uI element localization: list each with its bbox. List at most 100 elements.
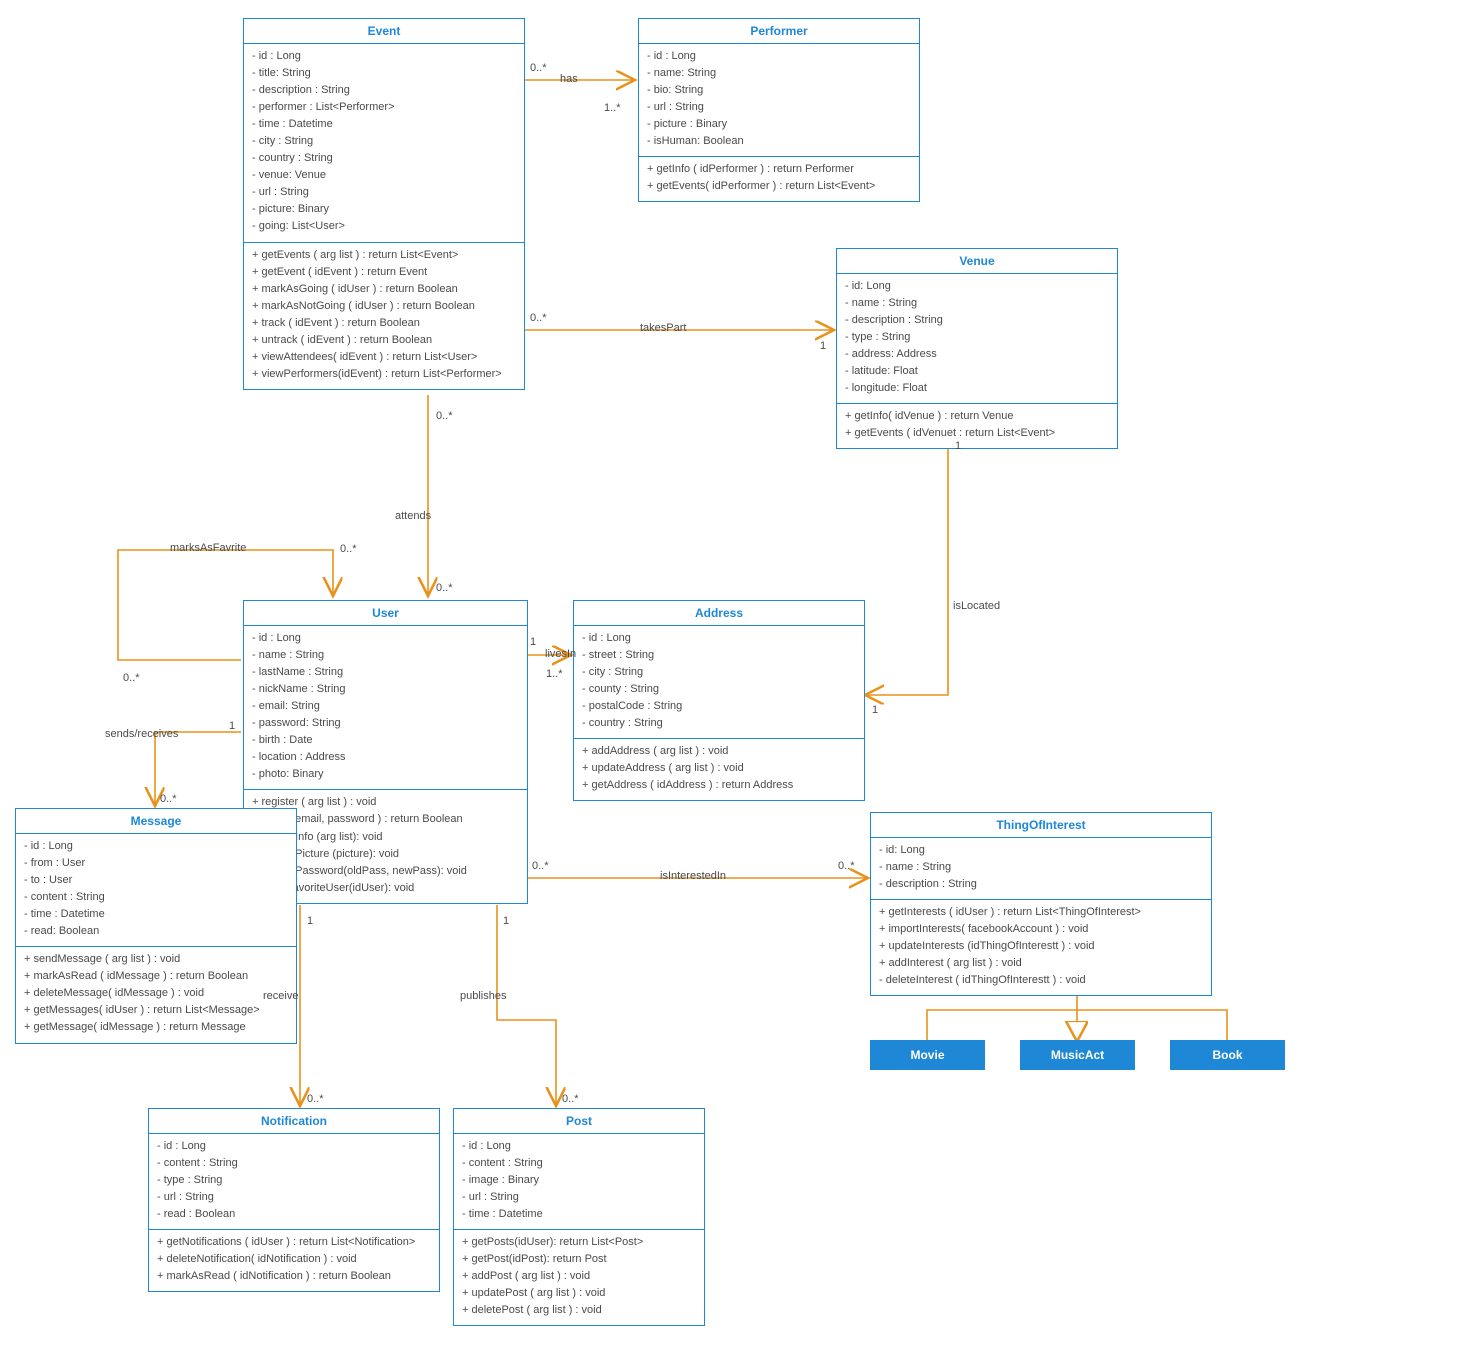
class-Address: Address- id : Long- street : String- cit… [573, 600, 865, 801]
op-row: + untrack ( idEvent ) : return Boolean [252, 332, 516, 349]
class-title: ThingOfInterest [871, 813, 1211, 838]
op-row: + getEvents( idPerformer ) : return List… [647, 178, 911, 195]
attr-row: - content : String [24, 889, 288, 906]
class-Performer: Performer- id : Long- name: String- bio:… [638, 18, 920, 202]
attr-row: - content : String [157, 1155, 431, 1172]
class-Notification: Notification - id : Long- content : Strin… [148, 1108, 440, 1292]
class-title: Message [16, 809, 296, 834]
attrs-section: - id : Long- name: String- bio: String- … [639, 44, 919, 157]
multiplicity: 1 [503, 915, 509, 927]
op-row: + markAsRead ( idMessage ) : return Bool… [24, 968, 288, 985]
attr-row: - performer : List<Performer> [252, 99, 516, 116]
multiplicity: 0..* [436, 410, 453, 422]
edge-label: attends [395, 510, 431, 522]
op-row: + sendMessage ( arg list ) : void [24, 951, 288, 968]
attr-row: - password: String [252, 715, 519, 732]
ops-section: + getEvents ( arg list ) : return List<E… [244, 243, 524, 389]
attr-row: - read: Boolean [24, 923, 288, 940]
attr-row: - birth : Date [252, 732, 519, 749]
attr-row: - city : String [252, 133, 516, 150]
op-row: + getEvents ( arg list ) : return List<E… [252, 247, 516, 264]
class-title: Event [244, 19, 524, 44]
attr-row: - email: String [252, 698, 519, 715]
class-title: Notification [149, 1109, 439, 1134]
ops-section: + getInterests ( idUser ) : return List<… [871, 900, 1211, 995]
multiplicity: 1 [229, 720, 235, 732]
attrs-section: - id : Long- name : String- lastName : S… [244, 626, 527, 790]
attr-row: - from : User [24, 855, 288, 872]
op-row: + markAsNotGoing ( idUser ) : return Boo… [252, 298, 516, 315]
op-row: + getMessages( idUser ) : return List<Me… [24, 1002, 288, 1019]
attr-row: - photo: Binary [252, 766, 519, 783]
op-row: + getInterests ( idUser ) : return List<… [879, 904, 1203, 921]
op-row: + getNotifications ( idUser ) : return L… [157, 1234, 431, 1251]
ops-section: + sendMessage ( arg list ) : void+ markA… [16, 947, 296, 1042]
op-row: + viewPerformers(idEvent) : return List<… [252, 366, 516, 383]
attrs-section: - id: Long- name : String- description :… [871, 838, 1211, 900]
attr-row: - postalCode : String [582, 698, 856, 715]
attr-row: - id: Long [845, 278, 1109, 295]
op-row: + getEvent ( idEvent ) : return Event [252, 264, 516, 281]
class-title: Performer [639, 19, 919, 44]
attr-row: - type : String [157, 1172, 431, 1189]
attrs-section: - id : Long- from : User- to : User- con… [16, 834, 296, 947]
op-row: + addInterest ( arg list ) : void [879, 955, 1203, 972]
attr-row: - type : String [845, 329, 1109, 346]
uml-canvas: { "colors":{"stroke":"#1e88d6","arrow":"… [0, 0, 1482, 1360]
multiplicity: 1 [955, 440, 961, 452]
class-title: User [244, 601, 527, 626]
op-row: - deleteInterest ( idThingOfInterestt ) … [879, 972, 1203, 989]
multiplicity: 1..* [604, 102, 621, 114]
edge-label: isInterestedIn [660, 870, 726, 882]
edge-label: receive [263, 990, 298, 1002]
op-row: + deleteMessage( idMessage ) : void [24, 985, 288, 1002]
multiplicity: 0..* [340, 543, 357, 555]
op-row: + updateAddress ( arg list ) : void [582, 760, 856, 777]
attr-row: - name : String [845, 295, 1109, 312]
attrs-section: - id : Long- content : String- image : B… [454, 1134, 704, 1230]
subclass-Movie: Movie [870, 1040, 985, 1070]
attr-row: - description : String [845, 312, 1109, 329]
edge-inherit [927, 992, 1227, 1040]
attr-row: - time : Datetime [24, 906, 288, 923]
attr-row: - country : String [252, 150, 516, 167]
attr-row: - location : Address [252, 749, 519, 766]
attr-row: - image : Binary [462, 1172, 696, 1189]
attr-row: - isHuman: Boolean [647, 133, 911, 150]
class-title: Post [454, 1109, 704, 1134]
attr-row: - lastName : String [252, 664, 519, 681]
subclass-Book: Book [1170, 1040, 1285, 1070]
attr-row: - time : Datetime [252, 116, 516, 133]
edge-label: isLocated [953, 600, 1000, 612]
attr-row: - city : String [582, 664, 856, 681]
op-row: + getInfo( idVenue ) : return Venue [845, 408, 1109, 425]
edge-label: has [560, 73, 578, 85]
multiplicity: 1 [872, 704, 878, 716]
attr-row: - venue: Venue [252, 167, 516, 184]
attrs-section: - id : Long- title: String- description … [244, 44, 524, 243]
op-row: + updateInterests (idThingOfInterestt ) … [879, 938, 1203, 955]
multiplicity: 0..* [123, 672, 140, 684]
attr-row: - title: String [252, 65, 516, 82]
attr-row: - picture: Binary [252, 201, 516, 218]
multiplicity: 0..* [562, 1093, 579, 1105]
attrs-section: - id : Long- street : String- city : Str… [574, 626, 864, 739]
op-row: + addPost ( arg list ) : void [462, 1268, 696, 1285]
multiplicity: 0..* [530, 62, 547, 74]
op-row: + updatePost ( arg list ) : void [462, 1285, 696, 1302]
attr-row: - to : User [24, 872, 288, 889]
class-Venue: Venue- id: Long- name : String- descript… [836, 248, 1118, 449]
attr-row: - bio: String [647, 82, 911, 99]
op-row: + markAsRead ( idNotification ) : return… [157, 1268, 431, 1285]
attr-row: - longitude: Float [845, 380, 1109, 397]
attr-row: - country : String [582, 715, 856, 732]
class-Post: Post- id : Long- content : String- image… [453, 1108, 705, 1326]
op-row: + markAsGoing ( idUser ) : return Boolea… [252, 281, 516, 298]
op-row: + getMessage( idMessage ) : return Messa… [24, 1019, 288, 1036]
attr-row: - id : Long [157, 1138, 431, 1155]
multiplicity: 1 [307, 915, 313, 927]
class-Event: Event- id : Long- title: String- descrip… [243, 18, 525, 390]
attr-row: - id : Long [462, 1138, 696, 1155]
attr-row: - time : Datetime [462, 1206, 696, 1223]
attr-row: - id : Long [252, 630, 519, 647]
